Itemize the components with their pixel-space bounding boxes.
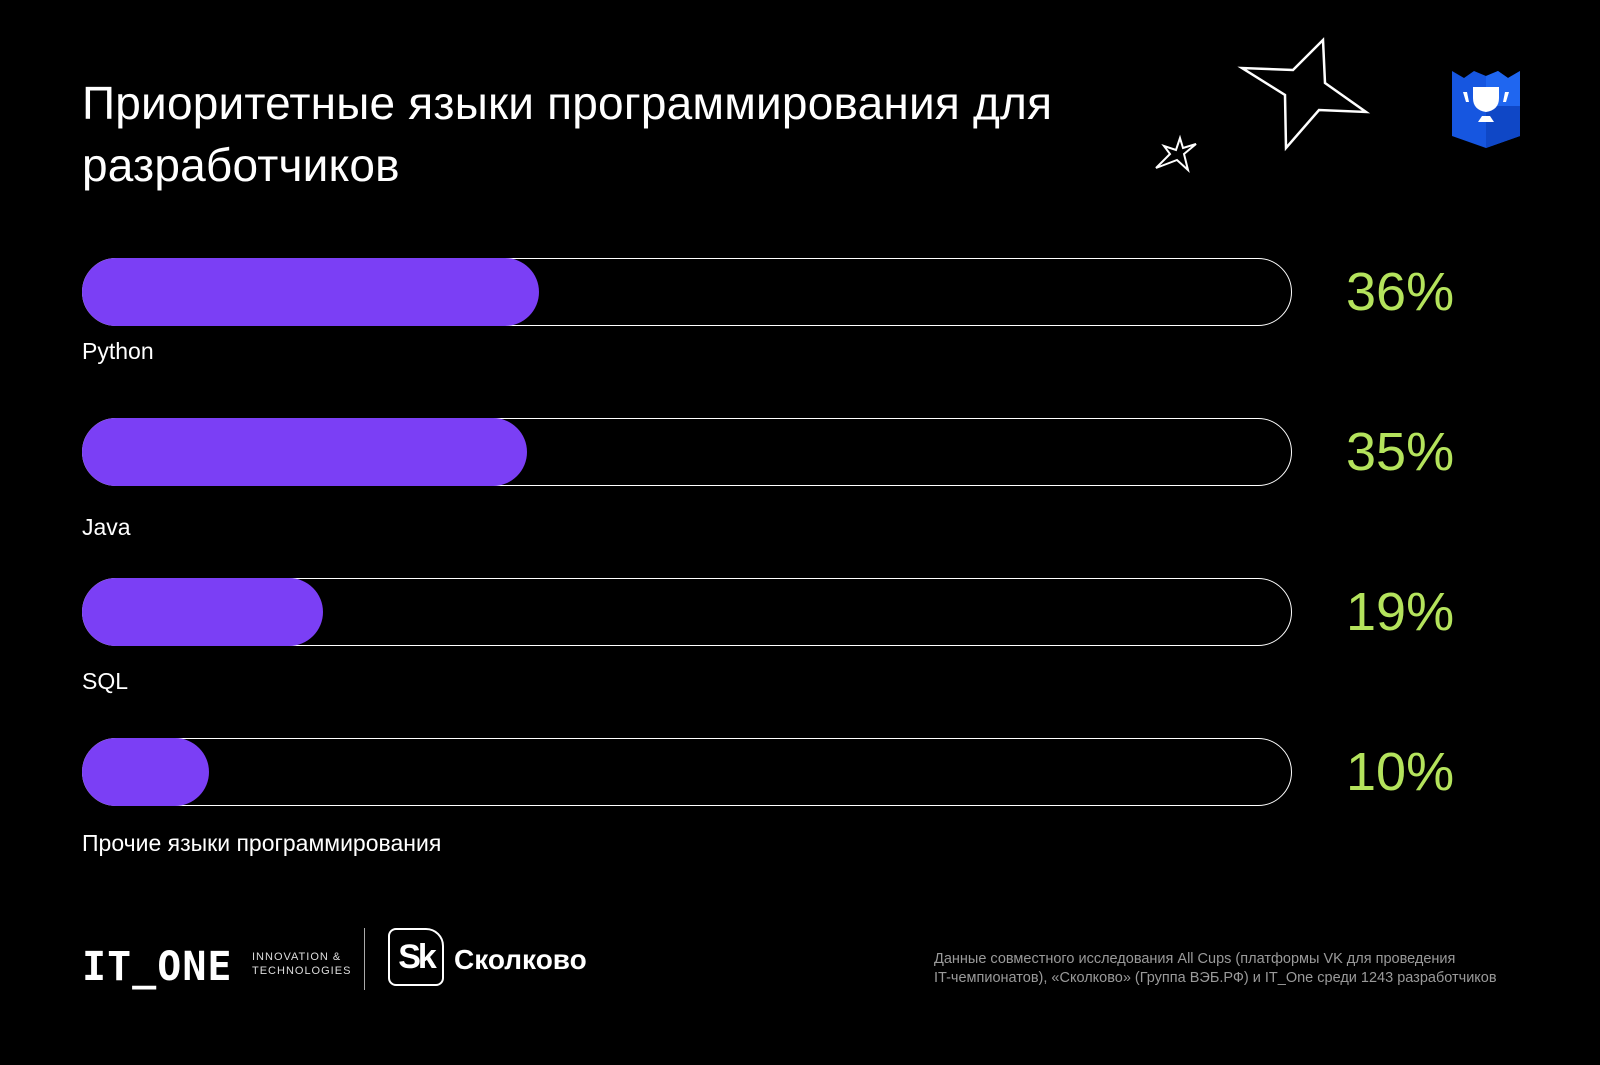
itone-tagline-line: INNOVATION & <box>252 951 342 963</box>
source-note-line: IT-чемпионатов), «Сколково» (Группа ВЭБ.… <box>934 970 1497 986</box>
bar-category-label: Java <box>82 514 131 540</box>
bar-value-label: 35% <box>1346 422 1455 482</box>
logo-divider <box>364 928 365 990</box>
itone-tagline: INNOVATION & TECHNOLOGIES <box>252 950 351 978</box>
star-small-outline-icon <box>1155 134 1197 173</box>
itone-logo: IT_ONE <box>82 944 233 990</box>
bar-fill <box>82 578 324 646</box>
star-outline-icon <box>1237 37 1371 152</box>
bar-fill <box>82 738 210 806</box>
skolkovo-logo-name: Сколково <box>454 944 587 975</box>
page-title: Приоритетные языки программирования для … <box>82 77 1053 191</box>
trophy-shield-icon <box>1452 71 1520 148</box>
bar-category-label: Python <box>82 338 154 364</box>
source-note-line: Данные совместного исследования All Cups… <box>934 951 1456 967</box>
bar-category-label: SQL <box>82 668 129 694</box>
itone-tagline-line: TECHNOLOGIES <box>252 965 352 977</box>
source-note: Данные совместного исследования All Cups… <box>934 950 1574 988</box>
bar-track <box>82 738 1292 806</box>
skolkovo-logo-badge: Sk <box>388 928 444 986</box>
bar-fill <box>82 418 527 486</box>
bar-value-label: 10% <box>1346 742 1455 802</box>
bar-fill <box>82 258 540 326</box>
bar-value-label: 19% <box>1346 582 1455 642</box>
bar-category-label: Прочие языки программирования <box>82 830 442 856</box>
bar-value-label: 36% <box>1346 262 1455 322</box>
